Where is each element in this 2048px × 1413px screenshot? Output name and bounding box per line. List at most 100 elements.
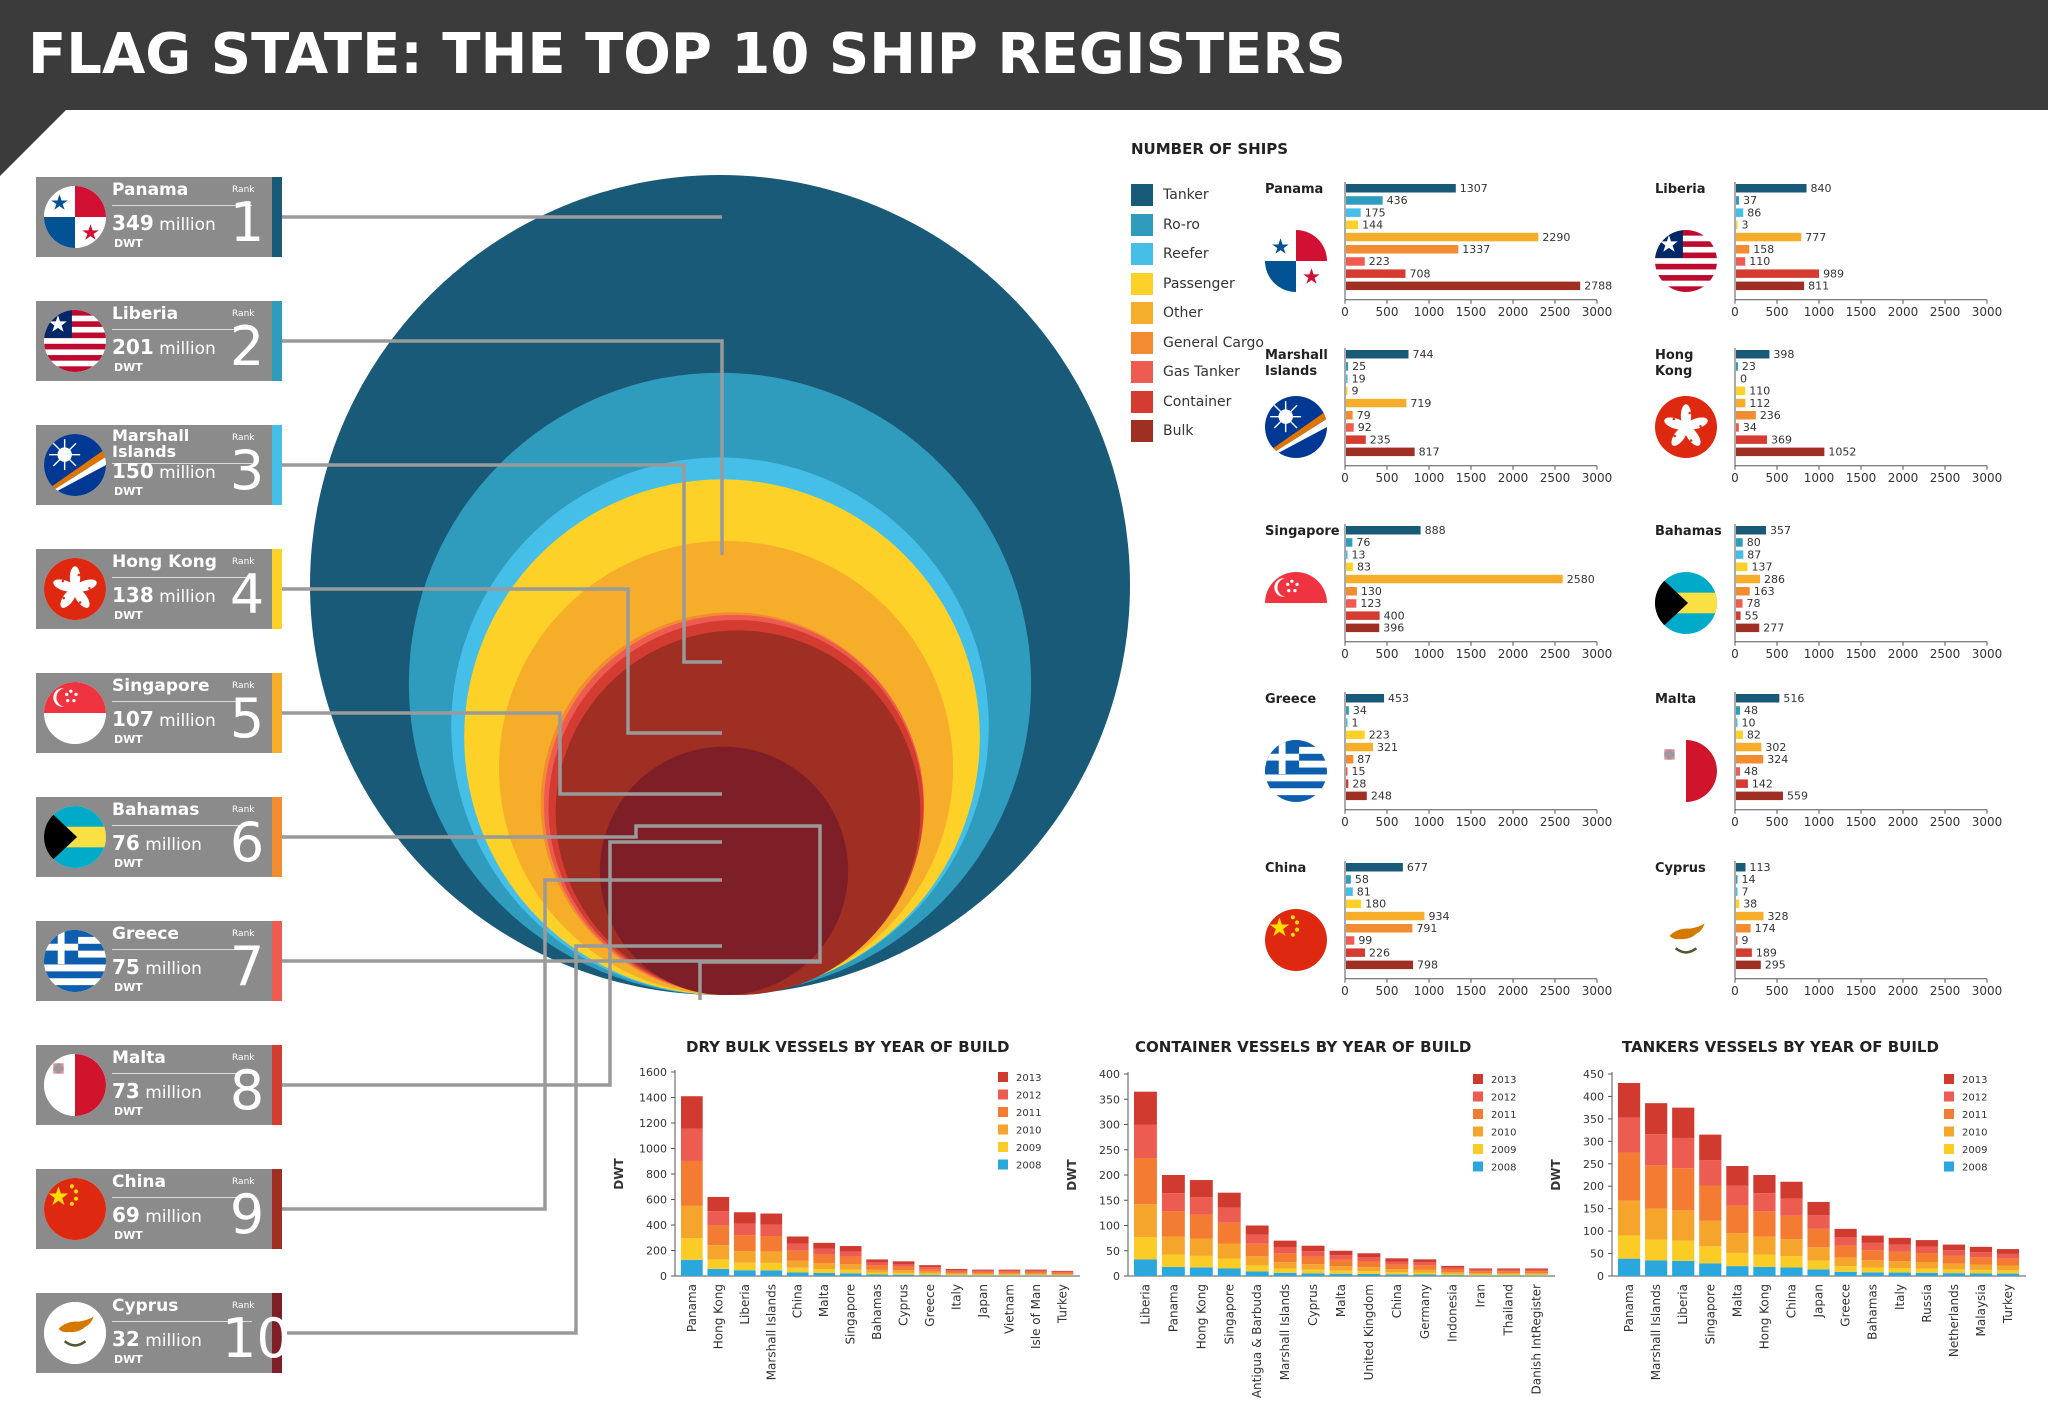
rank-dwt-number: 32 [112,1327,140,1351]
ships-bar-general-cargo [1346,245,1459,254]
stacked-legend-label: 2008 [1016,1161,1041,1172]
stacked-segment-2009 [1161,1254,1185,1267]
rank-number: 5 [229,687,265,750]
ships-tick-label: 500 [1376,305,1399,319]
ships-bar-value: 180 [1365,898,1386,911]
stacked-legend-swatch [998,1159,1008,1170]
stacked-segment-2011 [839,1256,862,1265]
stacked-category-label: Antigua & Barbuda [1250,1284,1264,1398]
ships-bar-value: 2788 [1584,280,1612,293]
ships-bar-value: 400 [1384,609,1405,622]
ships-tick-label: 3000 [1972,815,2003,829]
rank-dwt-value: 76 million [112,831,202,855]
stacked-segment-2008 [945,1275,968,1276]
stacked-category-label: Singapore [1222,1284,1236,1345]
stacked-segment-2010 [733,1251,756,1263]
stacked-segment-2012 [1273,1247,1297,1254]
dwt-bubbles [310,175,1130,996]
stacked-segment-2008 [1525,1275,1548,1276]
stacked-segment-2013 [1301,1245,1325,1252]
stacked-legend-swatch [1944,1144,1954,1154]
ships-bar-value: 223 [1369,255,1390,268]
stacked-category-label: Singapore [1703,1284,1717,1345]
rank-card-cyprus: Cyprus 32 million DWT Rank 10 [36,1293,291,1373]
stacked-segment-2013 [919,1265,941,1268]
ships-bar-general-cargo [1736,411,1756,420]
stacked-segment-2008 [1807,1269,1830,1276]
ships-bar-value: 28 [1352,777,1366,790]
bahamas-flag-icon [44,806,106,868]
stacked-category-label: Turkey [2001,1284,2015,1324]
ships-tick-label: 3000 [1972,647,2003,661]
rank-divider [112,463,252,464]
dry-bulk-chart-title: DRY BULK VESSELS BY YEAR OF BUILD [686,1038,1010,1056]
ships-bar-value: 791 [1416,922,1437,935]
rank-stripe [272,549,282,629]
stacked-segment-2013 [1273,1240,1297,1248]
ships-tick-label: 2500 [1930,984,1961,998]
ships-bar-value: 516 [1783,692,1804,705]
rank-million-label: million [145,1083,202,1103]
stacked-segment-2011 [1753,1211,1776,1237]
ships-bar-gas-tanker [1346,257,1365,266]
ships-bar-value: 677 [1407,861,1428,874]
legend-swatch [1131,213,1153,236]
stacked-segment-2010 [866,1269,888,1273]
rank-label: Rank [232,309,255,319]
ships-bar-container [1736,779,1748,788]
stacked-segment-2010 [1497,1273,1521,1275]
ships-bar-passenger [1736,730,1743,740]
ships-tick-label: 2500 [1540,305,1571,319]
stacked-segment-2012 [998,1270,1021,1272]
ships-bar-tanker [1736,184,1807,193]
ships-bar-value: 436 [1387,194,1408,207]
rank-dwt-label: DWT [114,361,143,374]
stacked-segment-2012 [1301,1251,1325,1257]
stacked-segment-2013 [1525,1268,1548,1270]
ships-bar-value: 744 [1412,348,1433,361]
stacked-segment-2013 [1189,1180,1213,1198]
ships-bar-bulk [1346,623,1380,633]
stacked-legend-label: 2011 [1491,1110,1516,1121]
ships-bar-value: 302 [1765,741,1786,754]
panama-flag-icon [44,186,106,248]
rank-card-malta: Malta 73 million DWT Rank 8 [36,1045,282,1125]
stacked-segment-2012 [1672,1137,1695,1169]
stacked-segment-2008 [1217,1268,1241,1276]
legend-swatch [1131,420,1153,442]
legend-label: Ro-ro [1163,216,1200,233]
stacked-legend-label: 2011 [1962,1110,1987,1121]
ships-bar-passenger [1346,562,1353,572]
ships-bar-value: 777 [1805,231,1826,244]
legend-label: Container [1163,393,1232,410]
ships-tick-label: 3000 [1582,647,1613,661]
rank-country-name: Singapore [112,676,210,696]
rank-card-hong-kong: Hong Kong 138 million DWT Rank 4 [36,549,282,629]
stacked-segment-2010 [1672,1210,1695,1241]
rank-dwt-label: DWT [114,857,143,870]
rank-divider [112,1073,252,1074]
stacked-segment-2010 [1134,1204,1157,1238]
ships-legend-title: NUMBER OF SHIPS [1131,140,1289,158]
ships-bar-value: 92 [1358,421,1372,434]
ships-bar-tanker [1346,526,1421,535]
ships-bar-passenger [1736,220,1738,230]
stacked-segment-2012 [786,1243,809,1251]
ships-tick-label: 2000 [1888,647,1919,661]
stacked-segment-2010 [1861,1260,1884,1268]
ships-tick-label: 2000 [1888,984,1919,998]
stacked-tick-label: 0 [1113,1270,1120,1283]
ships-bar-other [1346,398,1407,408]
ships-bar-value: 110 [1749,255,1770,268]
ships-bar-general-cargo [1346,411,1353,420]
stacked-segment-2010 [1726,1233,1749,1253]
rank-card-singapore: Singapore 107 million DWT Rank 5 [36,673,282,753]
ships-bar-container [1346,435,1366,444]
stacked-segment-2011 [1969,1257,1993,1265]
stacked-legend-swatch [1473,1091,1483,1102]
stacked-segment-2008 [1780,1267,1803,1276]
ships-bar-value: 719 [1410,397,1431,410]
ships-bar-value: 3 [1742,219,1749,232]
rank-million-label: million [145,1207,202,1227]
rank-dwt-number: 73 [112,1079,140,1103]
